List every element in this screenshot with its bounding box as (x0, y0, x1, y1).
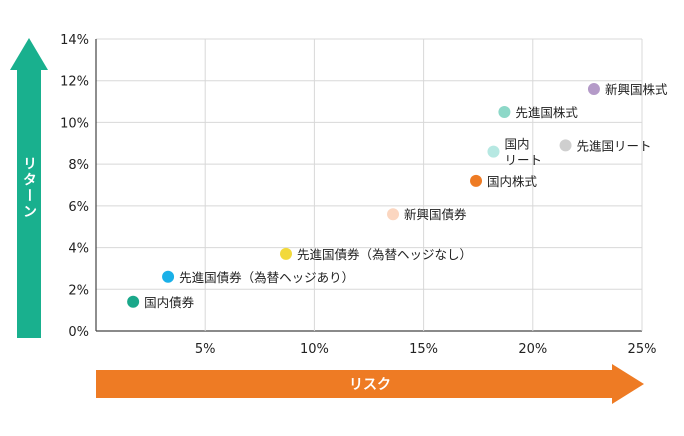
y-axis-label: リターン (21, 156, 37, 220)
x-tick-label: 15% (409, 342, 438, 357)
data-point (470, 174, 483, 187)
point-label: 新興国株式 (605, 82, 668, 97)
data-point (587, 83, 600, 96)
point-label: 先進国株式 (515, 105, 578, 120)
tick-labels: 0% 2% 4% 6% 8% 10% 12% 14% 5% 10% 15% 20% 25% (60, 33, 656, 357)
point-label: 先進国債券（為替ヘッジなし） (297, 247, 472, 262)
point-label: 先進国債券（為替ヘッジあり） (179, 270, 354, 285)
x-axis-label: リスク (349, 377, 391, 393)
x-tick-label: 5% (195, 342, 216, 357)
x-axis-arrow (96, 364, 644, 404)
x-tick-label: 25% (628, 342, 657, 357)
y-tick-label: 12% (60, 75, 89, 90)
y-tick-label: 14% (60, 33, 89, 48)
y-axis-arrow (10, 38, 48, 338)
y-tick-label: 2% (68, 283, 89, 298)
data-points (127, 83, 600, 308)
data-point (280, 247, 293, 260)
y-tick-label: 6% (68, 200, 89, 215)
point-label: 国内株式 (487, 174, 538, 189)
data-point (387, 208, 400, 221)
point-label: 先進国リート (577, 138, 652, 153)
y-tick-label: 8% (68, 158, 89, 173)
data-point (487, 145, 500, 158)
grid (95, 38, 643, 332)
y-tick-label: 4% (68, 242, 89, 257)
data-point (498, 106, 511, 118)
data-point (559, 139, 572, 152)
data-point (162, 270, 175, 283)
point-label: 国内リート (504, 137, 542, 168)
point-labels: 国内債券 先進国債券（為替ヘッジあり） 先進国債券（為替ヘッジなし） 新興国債券 国内株… (144, 82, 668, 310)
data-point (127, 295, 140, 308)
y-tick-label: 10% (60, 116, 89, 131)
point-label: 国内債券 (144, 295, 195, 310)
x-tick-label: 10% (300, 342, 329, 357)
y-tick-label: 0% (68, 325, 89, 340)
point-label: 新興国債券 (404, 207, 467, 222)
x-tick-label: 20% (518, 342, 547, 357)
